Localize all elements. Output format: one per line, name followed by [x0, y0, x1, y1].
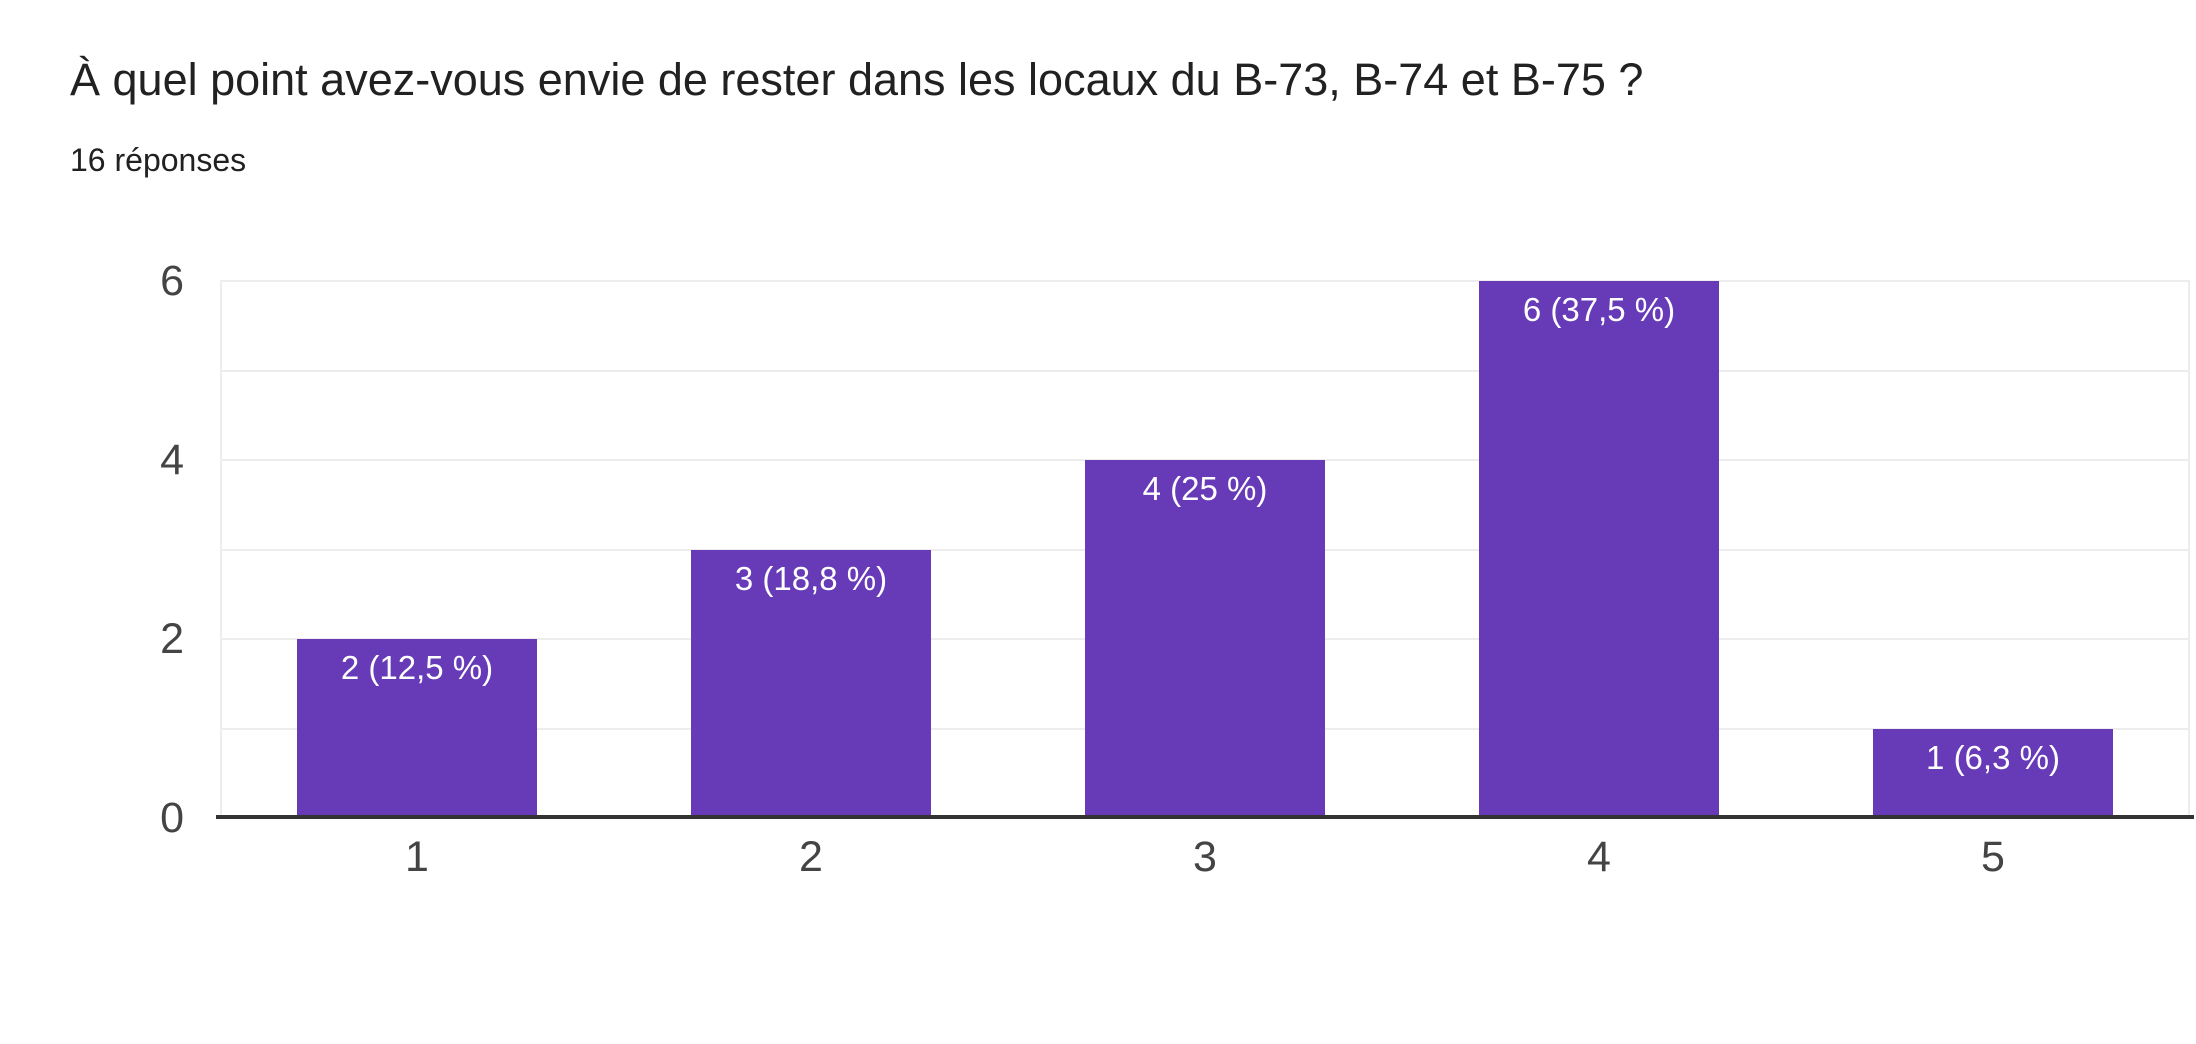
bar-value-label: 4 (25 %): [1142, 470, 1268, 507]
bar-category-3: 4 (25 %): [1085, 460, 1325, 818]
bar-value-label: 2 (12,5 %): [340, 649, 494, 686]
gridline: [220, 369, 2190, 372]
x-axis-tick-label: 5: [1981, 833, 2005, 881]
plot-edge-line: [2188, 281, 2190, 818]
chart-title: À quel point avez-vous envie de rester d…: [70, 54, 1644, 105]
y-axis-tick-label: 0: [160, 794, 184, 842]
gridline: [220, 280, 2190, 282]
bar-value-label: 6 (37,5 %): [1522, 291, 1676, 328]
y-axis-tick-label: 6: [160, 257, 184, 305]
bar-value-label: 3 (18,8 %): [734, 559, 888, 597]
bar-category-5: 1 (6,3 %): [1873, 728, 2113, 818]
x-axis-tick-label: 4: [1587, 833, 1611, 881]
plot-edge-line: [220, 281, 222, 818]
plot-area: 2 (12,5 %) 3 (18,8 %) 4 (25 %) 6 (37,5 %) 1 …: [220, 280, 2190, 818]
x-axis-line: [216, 815, 2194, 819]
x-axis-tick-label: 3: [1193, 833, 1217, 881]
x-axis-tick-label: 2: [799, 833, 823, 881]
response-count: 16 réponses: [70, 142, 247, 178]
y-axis-tick-label: 2: [160, 615, 184, 663]
bar-value-label: 1 (6,3 %): [1926, 738, 2060, 776]
bar-category-2: 3 (18,8 %): [691, 549, 931, 818]
y-axis-tick-label: 4: [160, 436, 184, 484]
bar-category-4: 6 (37,5 %): [1479, 281, 1719, 818]
x-axis-tick-label: 1: [405, 833, 429, 881]
bar-category-1: 2 (12,5 %): [297, 639, 537, 818]
